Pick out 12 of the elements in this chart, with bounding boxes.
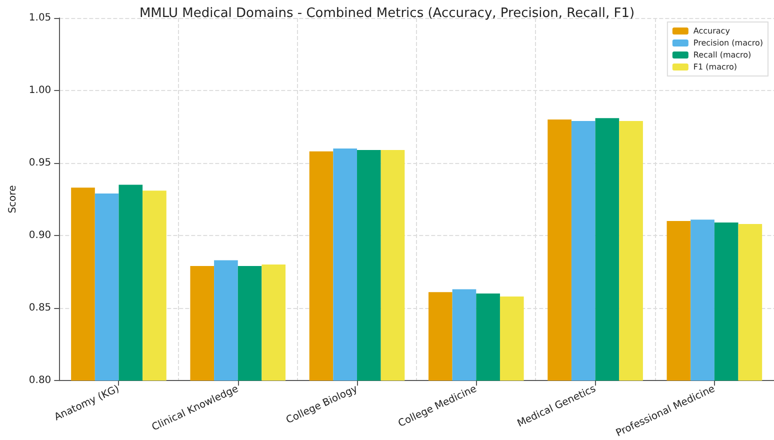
y-tick-label: 0.95	[28, 158, 52, 169]
y-tick-label: 0.80	[28, 375, 52, 386]
chart-title: MMLU Medical Domains - Combined Metrics (Accuracy, Precision, Recall, F1)	[139, 6, 635, 21]
legend-label: Recall (macro)	[693, 50, 752, 60]
legend-label: F1 (macro)	[693, 62, 737, 72]
y-tick-label: 1.05	[28, 12, 52, 24]
y-tick-label: 0.85	[28, 302, 52, 314]
y-tick-label: 1.00	[28, 85, 52, 96]
y-axis-title: Score	[8, 185, 18, 214]
y-tick-label: 0.90	[28, 230, 52, 242]
legend-label: Accuracy	[693, 26, 730, 36]
legend-label: Precision (macro)	[693, 38, 764, 48]
